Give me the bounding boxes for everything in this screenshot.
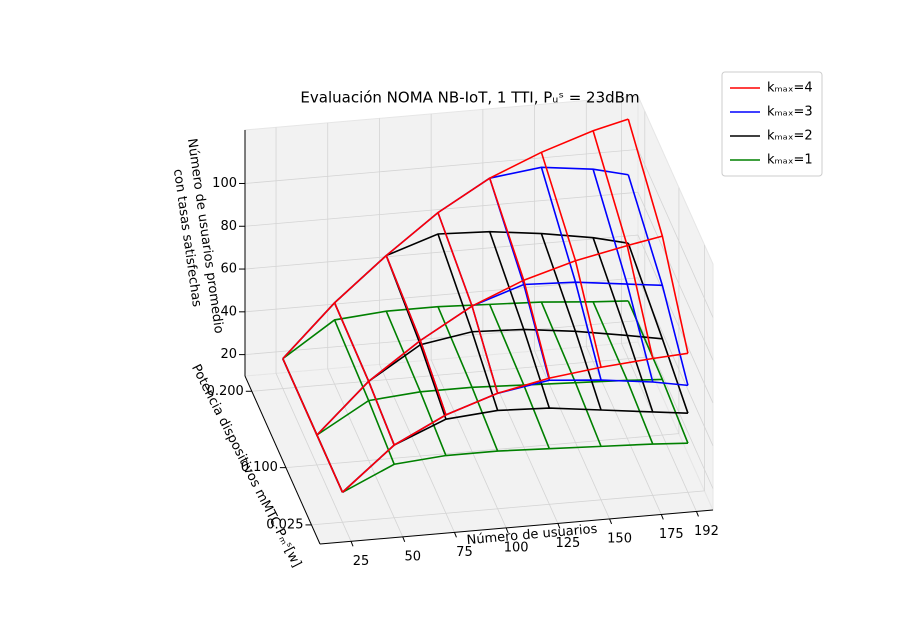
wire-row: [316, 235, 663, 436]
x-tick: [402, 536, 406, 543]
grid-line: [637, 234, 714, 404]
wire-column: [385, 310, 447, 456]
wire-row: [282, 300, 629, 360]
chart-title: Evaluación NOMA NB-IoT, 1 TTI, Pᵤˢ = 23d…: [300, 89, 639, 107]
wire-column: [437, 306, 499, 452]
grid-line: [244, 320, 639, 356]
axis-line: [244, 375, 321, 545]
pane: [637, 95, 714, 511]
x-tick: [350, 541, 354, 547]
x-tick: [695, 511, 699, 517]
wire-column: [627, 242, 689, 414]
z-tick-label: 100: [212, 176, 237, 191]
grid-line: [327, 368, 404, 538]
x-tick-label: 50: [404, 549, 421, 564]
x-tick-label: 150: [607, 531, 632, 546]
axis-line: [319, 509, 714, 545]
wire-column: [488, 177, 551, 379]
x-tick-label: 175: [659, 527, 684, 542]
wire-column: [540, 301, 602, 447]
wire-column: [282, 358, 344, 493]
grid-line: [275, 373, 352, 542]
wire-column: [333, 319, 395, 465]
grid-line: [244, 191, 639, 227]
wire-row: [341, 352, 689, 493]
grid-line: [637, 192, 714, 361]
wire-row: [282, 118, 629, 360]
x-tick-label: 25: [353, 554, 370, 569]
wire-column: [592, 237, 654, 413]
wire-column: [540, 233, 602, 411]
wire-column: [437, 233, 499, 411]
z-tick-label: 80: [220, 219, 237, 234]
wire-column: [592, 130, 654, 359]
grid-line: [251, 356, 645, 392]
y-tick-label: 0.200: [207, 384, 244, 399]
legend: kₘₐₓ=4 kₘₐₓ=3 kₘₐₓ=2 kₘₐₓ=1: [721, 71, 823, 177]
grid-line: [637, 149, 714, 318]
grid-line: [244, 277, 639, 313]
pane: [244, 341, 714, 545]
wire-column: [592, 168, 654, 383]
grid: [244, 97, 714, 542]
wire-column: [540, 167, 602, 381]
z-tick-label: 20: [220, 347, 237, 362]
legend-label: kₘₐₓ=3: [767, 105, 813, 120]
grid-line: [379, 364, 455, 533]
x-tick: [453, 532, 457, 538]
axes: 25 50 75 100 125 150 175 192 0.025 0.100 0.200 20 40…: [207, 130, 719, 569]
z-tick-label: 40: [220, 304, 237, 319]
legend-label: kₘₐₓ=2: [767, 129, 813, 144]
x-tick-label: 100: [504, 540, 529, 555]
z-tick-label: 60: [220, 262, 237, 277]
x-tick-label: 125: [555, 536, 580, 551]
y-tick-label: 0.025: [266, 517, 303, 532]
grid-line: [311, 490, 705, 526]
wire-column: [540, 152, 602, 368]
grid-line: [621, 343, 697, 512]
x-tick-label: 192: [694, 524, 719, 539]
wire-row: [342, 442, 688, 493]
x-tick: [505, 527, 509, 534]
grid-line: [244, 149, 639, 184]
grid-line: [285, 433, 679, 469]
wire-column: [385, 255, 447, 416]
wire-column: [627, 118, 689, 354]
x-tick: [609, 518, 613, 525]
grid-line: [244, 234, 639, 270]
legend-box: [721, 71, 823, 177]
grid-line: [430, 359, 507, 529]
wire-column: [333, 302, 395, 446]
wire-column: [437, 212, 499, 394]
wire-column: [627, 174, 689, 386]
x-tick: [557, 523, 561, 529]
x-tick: [660, 514, 664, 520]
wire-column: [627, 300, 689, 444]
legend-label: kₘₐₓ=1: [767, 153, 813, 168]
legend-label: kₘₐₓ=4: [767, 81, 813, 96]
x-tick-label: 75: [456, 545, 473, 560]
marks: [282, 118, 689, 493]
y-tick-label: 0.100: [241, 460, 278, 475]
